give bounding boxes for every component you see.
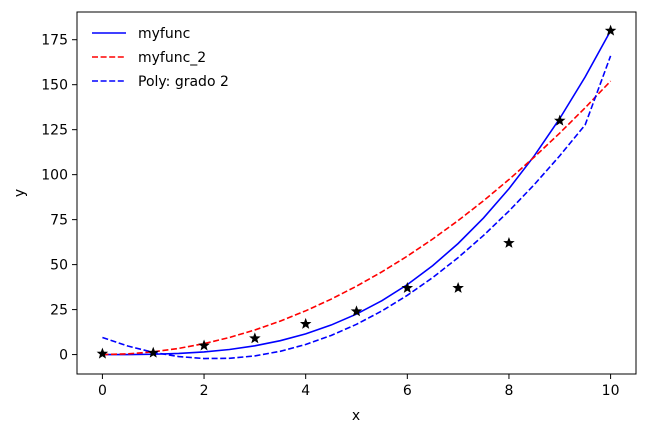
- data-point: [198, 339, 210, 351]
- y-tick-label: 125: [41, 123, 68, 139]
- legend-label-poly-grado-2: Poly: grado 2: [138, 74, 229, 90]
- legend: myfunc myfunc_2 Poly: grado 2: [92, 26, 229, 90]
- y-tick-label: 175: [41, 33, 68, 49]
- y-axis-label: y: [12, 189, 28, 197]
- y-tick-label: 0: [59, 348, 68, 364]
- data-point: [249, 332, 261, 344]
- data-point: [96, 347, 109, 359]
- x-tick-label: 2: [200, 383, 209, 399]
- series-line-myfunc: [102, 30, 612, 356]
- x-tick-label: 0: [98, 383, 107, 399]
- data-point: [299, 317, 312, 329]
- data-point: [401, 281, 414, 293]
- data-point: [503, 236, 515, 248]
- x-tick-label: 10: [602, 383, 620, 399]
- y-tick-label: 150: [41, 78, 68, 94]
- data-point: [452, 281, 464, 293]
- y-tick-label: 75: [50, 213, 68, 229]
- x-tick-label: 4: [301, 383, 310, 399]
- x-tick-label: 8: [504, 383, 513, 399]
- y-tick-label: 100: [41, 168, 68, 184]
- data-point: [554, 114, 566, 126]
- data-point: [147, 346, 159, 358]
- y-tick-label: 50: [50, 258, 68, 274]
- x-tick-label: 6: [403, 383, 412, 399]
- axes-frame: [76, 11, 637, 375]
- data-point: [604, 24, 617, 36]
- data-point: [350, 305, 363, 317]
- plot-area: [102, 30, 612, 360]
- series-line-poly-grado-2: [102, 55, 612, 360]
- legend-label-myfunc: myfunc: [138, 26, 190, 42]
- series-line-myfunc-2: [102, 80, 612, 356]
- legend-label-myfunc-2: myfunc_2: [138, 50, 206, 66]
- y-tick-label: 25: [50, 303, 68, 319]
- x-axis-label: x: [352, 408, 360, 424]
